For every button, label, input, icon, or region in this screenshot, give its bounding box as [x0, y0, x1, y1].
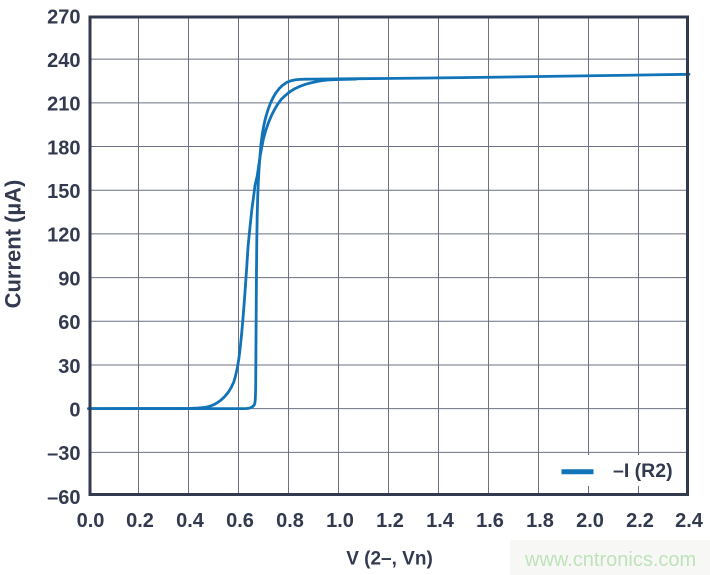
svg-text:1.8: 1.8 [526, 510, 554, 532]
svg-text:270: 270 [47, 6, 80, 28]
svg-text:60: 60 [58, 312, 80, 334]
svg-text:2.0: 2.0 [576, 510, 604, 532]
svg-text:–I (R2): –I (R2) [613, 460, 673, 482]
svg-text:150: 150 [47, 181, 80, 203]
svg-text:1.6: 1.6 [476, 510, 504, 532]
svg-text:0.2: 0.2 [126, 510, 154, 532]
svg-text:–60: –60 [47, 487, 80, 509]
svg-text:1.4: 1.4 [426, 510, 455, 532]
svg-text:90: 90 [58, 268, 80, 290]
svg-text:2.4: 2.4 [675, 510, 704, 532]
svg-text:1.2: 1.2 [376, 510, 404, 532]
svg-text:Current (µA): Current (µA) [1, 180, 26, 309]
svg-text:120: 120 [47, 225, 80, 247]
svg-text:–30: –30 [47, 443, 80, 465]
svg-text:0.4: 0.4 [176, 510, 205, 532]
svg-text:www.cntronics.com: www.cntronics.com [524, 549, 696, 571]
svg-text:V (2–, Vn): V (2–, Vn) [346, 549, 433, 570]
svg-text:210: 210 [47, 94, 80, 116]
svg-text:0: 0 [69, 399, 80, 421]
svg-text:30: 30 [58, 356, 80, 378]
svg-text:1.0: 1.0 [326, 510, 354, 532]
svg-text:2.2: 2.2 [626, 510, 654, 532]
svg-text:240: 240 [47, 50, 80, 72]
svg-text:0.6: 0.6 [226, 510, 254, 532]
svg-text:180: 180 [47, 137, 80, 159]
svg-text:0.8: 0.8 [276, 510, 304, 532]
svg-text:0.0: 0.0 [77, 510, 105, 532]
